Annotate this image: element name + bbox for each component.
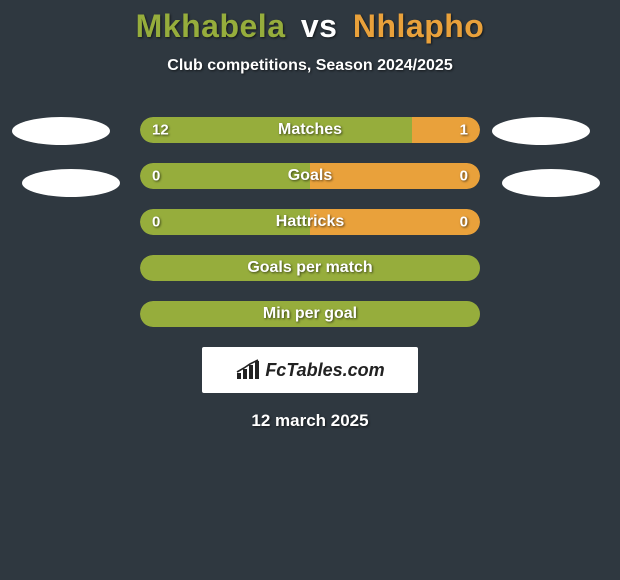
- page-root: Mkhabela vs Nhlapho Club competitions, S…: [0, 0, 620, 580]
- date-line: 12 march 2025: [0, 411, 620, 431]
- chart-area: 12 1 Matches 0 0 Goals 0 0 Hattricks Goals per ma…: [0, 117, 620, 327]
- stat-value-right: 0: [460, 214, 468, 231]
- title-player2: Nhlapho: [353, 8, 484, 44]
- stat-value-right: 1: [460, 122, 468, 139]
- stat-name: Goals per match: [247, 259, 372, 277]
- barchart-icon: [235, 359, 261, 381]
- side-ellipse: [12, 117, 110, 145]
- stat-name: Hattricks: [276, 213, 344, 231]
- stat-bar-right: [412, 117, 480, 143]
- stat-value-left: 0: [152, 168, 160, 185]
- page-title: Mkhabela vs Nhlapho: [0, 0, 620, 45]
- stat-value-left: 12: [152, 122, 169, 139]
- stat-name: Goals: [288, 167, 332, 185]
- stat-value-right: 0: [460, 168, 468, 185]
- stat-name: Matches: [278, 121, 342, 139]
- stat-row: Goals per match: [140, 255, 480, 281]
- side-ellipse: [492, 117, 590, 145]
- stat-row: 0 0 Hattricks: [140, 209, 480, 235]
- stat-bar-left: [140, 117, 412, 143]
- stat-bar-right: [310, 163, 480, 189]
- title-vs: vs: [301, 8, 338, 44]
- stat-row: 12 1 Matches: [140, 117, 480, 143]
- logo-box: FcTables.com: [202, 347, 418, 393]
- side-ellipse: [502, 169, 600, 197]
- stat-name: Min per goal: [263, 305, 357, 323]
- title-player1: Mkhabela: [136, 8, 286, 44]
- stat-row: 0 0 Goals: [140, 163, 480, 189]
- subtitle: Club competitions, Season 2024/2025: [0, 57, 620, 75]
- stat-row: Min per goal: [140, 301, 480, 327]
- stat-bar-left: [140, 163, 310, 189]
- side-ellipse: [22, 169, 120, 197]
- stat-value-left: 0: [152, 214, 160, 231]
- logo-text: FcTables.com: [265, 360, 384, 381]
